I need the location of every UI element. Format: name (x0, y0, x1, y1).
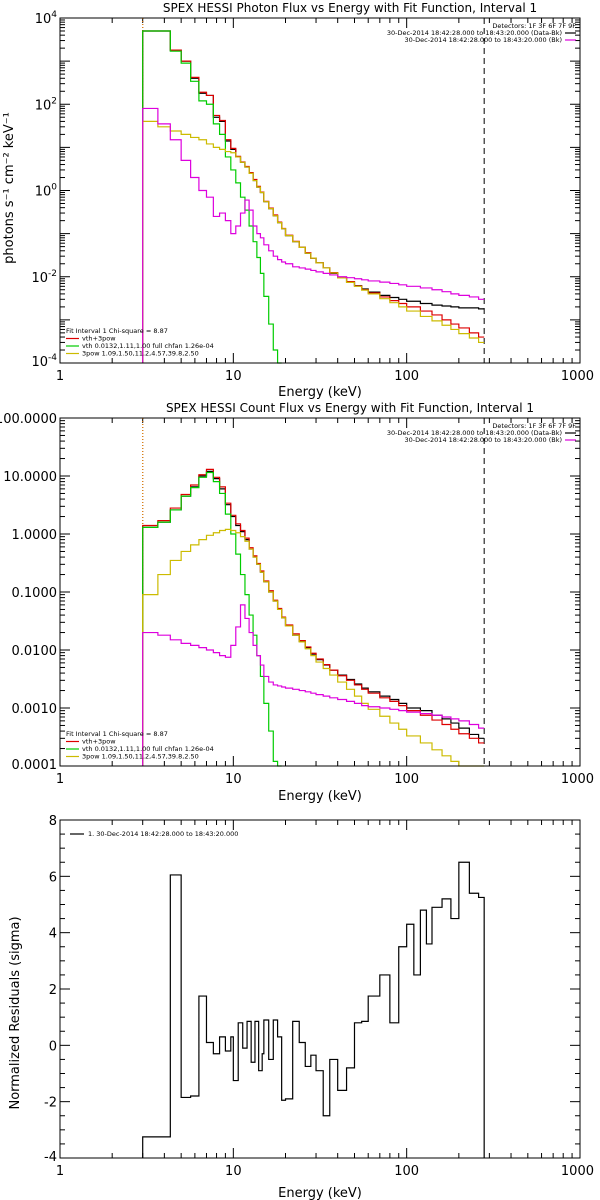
fit-legend-entry: 3pow 1.09,1.50,11.2,4.57,39.8,2.50 (82, 753, 199, 761)
residuals-legend: 1. 30-Dec-2014 18:42:28.000 to 18:43:20.… (70, 830, 238, 838)
residuals-legend-entry: 1. 30-Dec-2014 18:42:28.000 to 18:43:20.… (88, 830, 238, 838)
fit-legend-entry: Fit Interval 1 Chi-square = 8.87 (66, 327, 168, 335)
photon-flux-plot-frame (59, 17, 581, 364)
y-tick-label: -2 (44, 1096, 57, 1111)
x-tick-label: 1 (56, 772, 64, 787)
x-tick-label: 100 (394, 1164, 419, 1179)
y-tick-label: 104 (35, 10, 58, 27)
y-tick-label: 102 (35, 96, 57, 113)
residuals-series (142, 861, 485, 1158)
x-tick-label: 100 (394, 772, 419, 787)
series-1-30-dec-2014-18-42-28-0-line (142, 861, 485, 1158)
residuals-xlabel: Energy (keV) (278, 1186, 362, 1200)
photon-flux-ticks: 1 10 100 1000 10-4 10-2 100 102 104 (31, 10, 594, 384)
x-tick-label: 10 (225, 772, 242, 787)
count-flux-ticks: 1 10 100 1000 0.0001 0.0010 0.0100 0.1000 1.0000… (0, 412, 594, 787)
y-tick-label: 4 (49, 927, 57, 942)
x-tick-label: 10 (225, 369, 242, 384)
x-tick-label: 1 (56, 369, 64, 384)
top-legend-entry: 30-Dec-2014 18:42:28.000 to 18:43:20.000… (387, 29, 562, 37)
top-legend-entry: 30-Dec-2014 18:42:28.000 to 18:43:20.000… (405, 436, 563, 444)
count-flux-guide-lines (142, 418, 485, 766)
fit-legend-entry: vth+3pow (82, 335, 116, 343)
top-legend-entry: 30-Dec-2014 18:42:28.000 to 18:43:20.000… (405, 36, 563, 44)
series-3pow-line (142, 528, 485, 767)
y-tick-label: 8 (49, 814, 57, 829)
y-tick-label: 0.1000 (12, 586, 58, 601)
y-tick-label: -4 (44, 1150, 57, 1165)
series-3pow-line (142, 120, 485, 363)
series-vth-line (142, 30, 282, 364)
x-tick-label: 1 (56, 1164, 64, 1179)
count-flux-xlabel: Energy (keV) (278, 789, 362, 804)
series-bk-line (142, 604, 485, 766)
photon-flux-series (142, 30, 485, 364)
y-tick-label: 0.0100 (12, 644, 58, 659)
x-tick-label: 1000 (561, 369, 594, 384)
x-tick-label: 1000 (561, 1164, 594, 1179)
y-tick-label: 0.0001 (12, 758, 58, 773)
count-flux-title: SPEX HESSI Count Flux vs Energy with Fit… (166, 401, 534, 415)
count-flux-plot-frame (59, 417, 581, 767)
residuals-ylabel: Normalized Residuals (sigma) (8, 916, 23, 1109)
top-legend-entry: Detectors: 1F 3F 6F 7F 9F (492, 22, 576, 30)
y-tick-label: 100.0000 (0, 412, 57, 427)
residuals-ticks: 1 10 100 1000 -4 -2 0 2 4 6 8 (44, 814, 594, 1179)
y-tick-label: 10.0000 (3, 470, 57, 485)
x-tick-label: 10 (225, 1164, 242, 1179)
y-tick-label: 10-2 (31, 269, 57, 286)
y-tick-label: 100 (35, 183, 58, 200)
fit-legend-entry: vth+3pow (82, 738, 116, 746)
y-tick-label: 0 (49, 1039, 57, 1054)
fit-legend-entry: vth 0.0132,1.11,1.00 full chfan 1.26e-04 (82, 745, 214, 753)
series-data-bk-line (142, 470, 485, 766)
x-tick-label: 1000 (561, 772, 594, 787)
photon-flux-ylabel: photons s⁻¹ cm⁻² keV⁻¹ (2, 112, 17, 264)
series-vth-3pow-line (142, 468, 485, 766)
top-legend-entry: Detectors: 1F 3F 6F 7F 9F (492, 422, 576, 430)
series-bk-line (142, 107, 485, 363)
photon-flux-xlabel: Energy (keV) (278, 385, 362, 400)
fit-legend-entry: Fit Interval 1 Chi-square = 8.87 (66, 730, 168, 738)
series-vth-line (142, 471, 282, 767)
y-tick-label: 0.0010 (12, 702, 58, 717)
count-flux-panel: SPEX HESSI Count Flux vs Energy with Fit… (0, 401, 594, 804)
fit-legend-entry: 3pow 1.09,1.50,11.2,4.57,39.8,2.50 (82, 350, 199, 358)
y-tick-label: 1.0000 (12, 528, 58, 543)
residuals-plot-frame (59, 819, 581, 1159)
photon-flux-title: SPEX HESSI Photon Flux vs Energy with Fi… (163, 1, 537, 15)
residuals-panel: Energy (keV) Normalized Residuals (sigma… (8, 814, 594, 1200)
y-tick-label: 2 (49, 983, 57, 998)
count-flux-series (142, 468, 485, 767)
fit-legend-entry: vth 0.0132,1.11,1.00 full chfan 1.26e-04 (82, 342, 214, 350)
photon-flux-guide-lines (142, 18, 485, 363)
top-legend-entry: 30-Dec-2014 18:42:28.000 to 18:43:20.000… (387, 429, 562, 437)
photon-flux-panel: SPEX HESSI Photon Flux vs Energy with Fi… (2, 1, 594, 400)
y-tick-label: 10-4 (31, 353, 57, 370)
y-tick-label: 6 (49, 870, 57, 885)
x-tick-label: 100 (394, 369, 419, 384)
